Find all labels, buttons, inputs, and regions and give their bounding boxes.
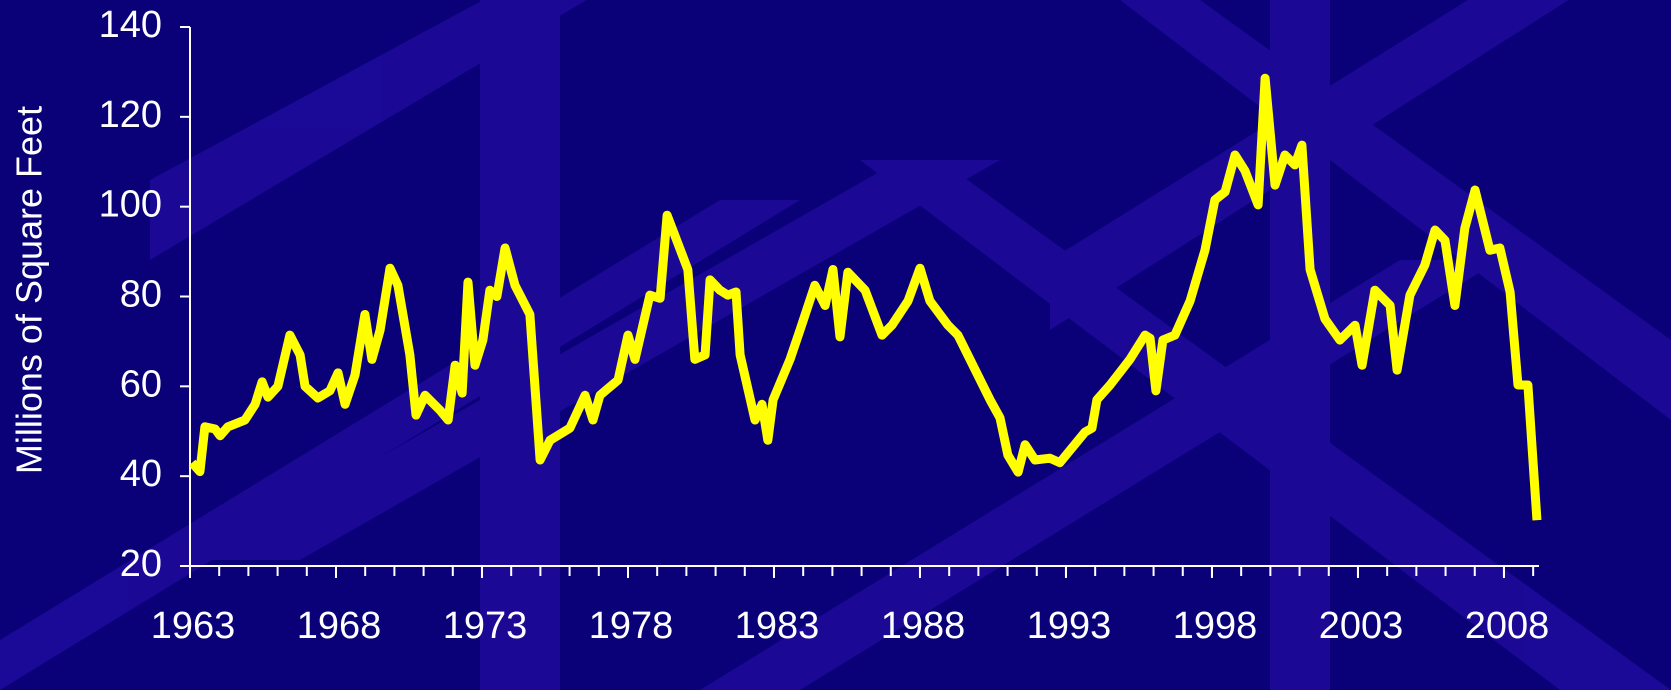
x-tick-label: 1973 bbox=[443, 605, 528, 647]
y-tick-label: 140 bbox=[99, 4, 162, 46]
data-line bbox=[188, 73, 1542, 521]
y-tick-label: 120 bbox=[99, 94, 162, 136]
x-tick-label: 1983 bbox=[735, 605, 820, 647]
y-tick-label: 60 bbox=[120, 363, 162, 405]
x-tick-label: 1988 bbox=[881, 605, 966, 647]
x-tick-label: 2008 bbox=[1465, 605, 1550, 647]
y-tick-label: 40 bbox=[120, 453, 162, 495]
x-tick-label: 1963 bbox=[151, 605, 236, 647]
y-axis-title: Millions of Square Feet bbox=[9, 106, 50, 474]
y-tick-label: 20 bbox=[120, 543, 162, 585]
x-tick-label: 1968 bbox=[297, 605, 382, 647]
y-tick-label: 100 bbox=[99, 184, 162, 226]
x-tick-label: 1998 bbox=[1173, 605, 1258, 647]
x-tick-label: 2003 bbox=[1319, 605, 1404, 647]
x-tick-label: 1978 bbox=[589, 605, 674, 647]
x-tick-label: 1993 bbox=[1027, 605, 1112, 647]
y-tick-label: 80 bbox=[120, 274, 162, 316]
